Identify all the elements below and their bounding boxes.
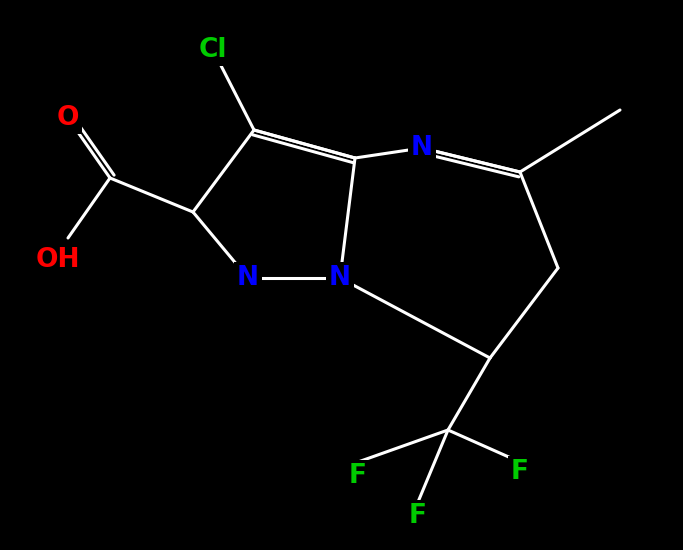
Text: F: F	[511, 459, 529, 485]
Text: F: F	[349, 463, 367, 489]
Text: N: N	[329, 265, 351, 291]
Text: OH: OH	[36, 247, 80, 273]
Text: N: N	[411, 135, 433, 161]
Text: F: F	[409, 503, 427, 529]
Text: O: O	[57, 105, 79, 131]
Text: Cl: Cl	[199, 37, 227, 63]
Text: N: N	[237, 265, 259, 291]
